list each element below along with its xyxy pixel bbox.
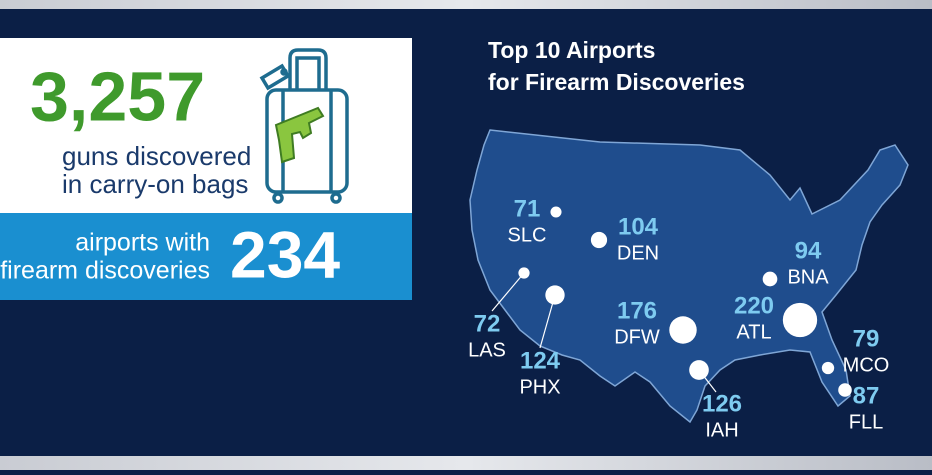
airport-dot [518,267,530,279]
airport-code: BNA [787,266,829,288]
airport-count: 87 [853,382,880,409]
airport-code: DEN [617,242,659,264]
map-title: for Firearm Discoveries [488,69,745,95]
map-title: Top 10 Airports [488,37,655,63]
airport-count: 72 [474,310,501,337]
us-map [469,129,909,424]
airport-count: 104 [618,213,659,240]
airport-code: FLL [849,411,883,433]
airport-dot [838,383,852,397]
airport-code: PHX [519,376,560,398]
airport-dot [669,316,697,344]
airport-dot [590,231,608,249]
airports-panel [0,213,412,300]
airport-dot [689,360,709,380]
airport-code: LAS [468,339,506,361]
airport-dot [782,302,818,338]
airport-count: 220 [734,292,774,319]
airport-count: 176 [617,297,657,324]
airport-count: 124 [520,347,561,374]
guns-value: 3,257 [30,57,205,135]
airport-code: MCO [843,354,890,376]
leader-line [491,272,525,312]
airport-code: DFW [614,326,660,348]
airport-count: 79 [853,325,880,352]
airport-code: SLC [508,224,547,246]
airport-count: 94 [795,237,822,264]
airports-value: 234 [230,217,340,291]
guns-label: guns discovered [62,141,251,171]
suitcase-icon [259,48,349,204]
guns-label: in carry-on bags [62,169,248,199]
airport-count: 126 [702,390,742,417]
airport-dot [550,206,562,218]
airports-label: firearm discoveries [0,257,210,285]
airport-code: ATL [736,321,771,343]
airport-dot [821,361,835,375]
airport-dot [762,271,778,287]
top-strip [0,0,932,9]
bottom-strip [0,456,932,470]
airports-label: airports with [75,229,210,257]
airport-dot [545,285,565,305]
airport-code: IAH [705,419,738,441]
airport-count: 71 [514,195,541,222]
guns-panel [0,38,412,213]
